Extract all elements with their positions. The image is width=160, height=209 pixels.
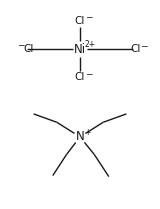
Text: Cl: Cl (75, 16, 85, 26)
Text: 2+: 2+ (84, 40, 96, 49)
Text: −: − (17, 40, 24, 50)
Text: −: − (140, 41, 148, 50)
Text: −: − (85, 13, 92, 22)
Text: Cl: Cl (130, 44, 140, 54)
Text: Cl: Cl (23, 44, 33, 54)
Text: +: + (84, 128, 91, 137)
Text: −: − (85, 69, 92, 78)
Text: Cl: Cl (75, 72, 85, 82)
Text: Ni: Ni (74, 43, 86, 56)
Text: N: N (76, 130, 84, 143)
